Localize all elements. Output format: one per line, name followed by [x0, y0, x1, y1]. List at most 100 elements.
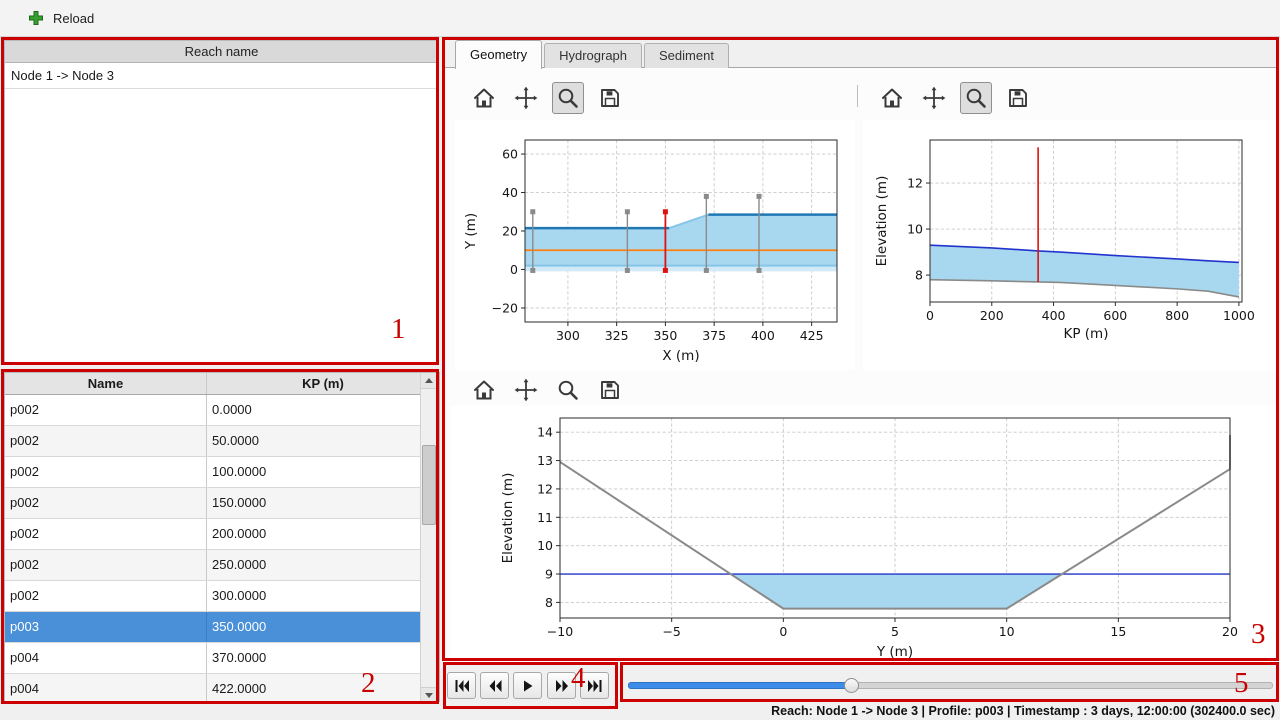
- name-cell: p002: [5, 550, 207, 580]
- svg-text:12: 12: [537, 481, 553, 496]
- svg-text:1000: 1000: [1223, 308, 1255, 323]
- reload-button[interactable]: Reload: [22, 6, 100, 30]
- svg-text:325: 325: [605, 328, 629, 343]
- svg-text:400: 400: [751, 328, 775, 343]
- home-icon[interactable]: [876, 82, 908, 114]
- svg-text:60: 60: [502, 147, 518, 162]
- svg-text:10: 10: [999, 624, 1015, 639]
- column-header-name[interactable]: Name: [5, 373, 207, 394]
- table-row[interactable]: p002 100.0000: [5, 457, 439, 488]
- svg-text:KP (m): KP (m): [1064, 326, 1109, 342]
- svg-text:Elevation (m): Elevation (m): [500, 473, 516, 564]
- step-back-button[interactable]: [480, 672, 509, 699]
- table-header-row: Name KP (m): [5, 373, 439, 395]
- table-scrollbar[interactable]: [420, 373, 436, 703]
- table-body: p002 0.0000 p002 50.0000 p002 100.0000 p002 150…: [5, 395, 439, 703]
- table-row[interactable]: p002 50.0000: [5, 426, 439, 457]
- play-icon: [523, 680, 532, 691]
- zoom-icon[interactable]: [552, 374, 584, 406]
- svg-text:Y (m): Y (m): [463, 213, 479, 250]
- svg-text:5: 5: [891, 624, 899, 639]
- scroll-down-arrow-icon[interactable]: [421, 687, 436, 703]
- pan-icon[interactable]: [510, 82, 542, 114]
- svg-text:X (m): X (m): [662, 348, 699, 364]
- step-forward-button[interactable]: [547, 672, 576, 699]
- zoom-icon[interactable]: [552, 82, 584, 114]
- play-button[interactable]: [513, 672, 542, 699]
- step-back-icon: [489, 679, 501, 692]
- name-cell: p004: [5, 674, 207, 703]
- kp-cell: 50.0000: [212, 433, 259, 448]
- kp-cell: 300.0000: [212, 588, 267, 603]
- kp-cell: 370.0000: [212, 650, 267, 665]
- profile-table-panel: Name KP (m) p002 0.0000 p002 50.0000 p002 100…: [4, 372, 440, 704]
- svg-text:10: 10: [537, 538, 553, 553]
- name-cell: p004: [5, 643, 207, 673]
- reach-list-panel: Reach name Node 1 -> Node 3: [4, 40, 439, 364]
- home-icon[interactable]: [468, 82, 500, 114]
- svg-text:−20: −20: [492, 300, 518, 315]
- save-icon[interactable]: [594, 374, 626, 406]
- kp-cell: 150.0000: [212, 495, 267, 510]
- svg-text:−10: −10: [547, 624, 573, 639]
- svg-text:12: 12: [907, 176, 923, 191]
- skip-to-end-button[interactable]: [580, 672, 609, 699]
- results-tabbar: Geometry Hydrograph Sediment: [455, 40, 731, 69]
- table-row[interactable]: p004 422.0000: [5, 674, 439, 703]
- scrollbar-thumb[interactable]: [422, 445, 436, 525]
- cross-section-toolbar: [468, 374, 626, 406]
- slider-handle[interactable]: [843, 678, 859, 693]
- svg-text:0: 0: [779, 624, 787, 639]
- reach-list-item[interactable]: Node 1 -> Node 3: [5, 63, 438, 89]
- svg-text:425: 425: [800, 328, 824, 343]
- svg-text:200: 200: [980, 308, 1004, 323]
- tab-geometry[interactable]: Geometry: [455, 40, 543, 69]
- svg-text:40: 40: [502, 185, 518, 200]
- status-text: Reach: Node 1 -> Node 3 | Profile: p003 …: [771, 704, 1275, 718]
- svg-text:14: 14: [537, 425, 553, 440]
- time-slider[interactable]: [628, 670, 1273, 700]
- pan-icon[interactable]: [918, 82, 950, 114]
- step-forward-icon: [555, 679, 568, 692]
- name-cell: p002: [5, 488, 207, 518]
- zoom-icon[interactable]: [960, 82, 992, 114]
- tab-hydrograph[interactable]: Hydrograph: [544, 43, 643, 68]
- svg-text:8: 8: [915, 268, 923, 283]
- table-row[interactable]: p002 200.0000: [5, 519, 439, 550]
- svg-text:375: 375: [702, 328, 726, 343]
- svg-text:13: 13: [537, 453, 553, 468]
- skip-to-end-icon: [587, 679, 601, 692]
- column-header-kp[interactable]: KP (m): [302, 376, 344, 391]
- svg-text:300: 300: [556, 328, 580, 343]
- kp-cell: 100.0000: [212, 464, 267, 479]
- cross-section-plot[interactable]: −10 −5 0 5 10 15 20 8 9 10 11 12 13 14 Y (m) Elevation …: [450, 406, 1276, 662]
- svg-text:15: 15: [1110, 624, 1126, 639]
- pan-icon[interactable]: [510, 374, 542, 406]
- svg-text:10: 10: [907, 222, 923, 237]
- table-row[interactable]: p002 250.0000: [5, 550, 439, 581]
- tab-sediment[interactable]: Sediment: [644, 43, 729, 68]
- skip-to-start-button[interactable]: [447, 672, 476, 699]
- name-cell: p002: [5, 426, 207, 456]
- name-cell: p002: [5, 395, 207, 425]
- save-icon[interactable]: [1002, 82, 1034, 114]
- table-row[interactable]: p002 0.0000: [5, 395, 439, 426]
- scroll-up-arrow-icon[interactable]: [421, 373, 436, 389]
- top-toolbar: Reload: [0, 0, 1280, 37]
- save-icon[interactable]: [594, 82, 626, 114]
- long-profile-plot[interactable]: 0 200 400 600 800 1000 8 10 12 KP (m) Elevation (m…: [863, 120, 1277, 370]
- table-row[interactable]: p004 370.0000: [5, 643, 439, 674]
- table-row[interactable]: p002 300.0000: [5, 581, 439, 612]
- kp-cell: 422.0000: [212, 681, 267, 696]
- table-row[interactable]: p003 350.0000: [5, 612, 439, 643]
- svg-text:8: 8: [545, 595, 553, 610]
- table-row[interactable]: p002 150.0000: [5, 488, 439, 519]
- svg-text:20: 20: [1222, 624, 1238, 639]
- kp-cell: 350.0000: [212, 619, 267, 634]
- toolbar-separator: [857, 85, 858, 107]
- svg-text:−5: −5: [662, 624, 680, 639]
- status-bar: Reach: Node 1 -> Node 3 | Profile: p003 …: [0, 702, 1280, 720]
- plan-view-plot[interactable]: 300 325 350 375 400 425 −20 0 20 40 60 X (m) Y (m): [455, 120, 855, 370]
- home-icon[interactable]: [468, 374, 500, 406]
- svg-text:11: 11: [537, 510, 553, 525]
